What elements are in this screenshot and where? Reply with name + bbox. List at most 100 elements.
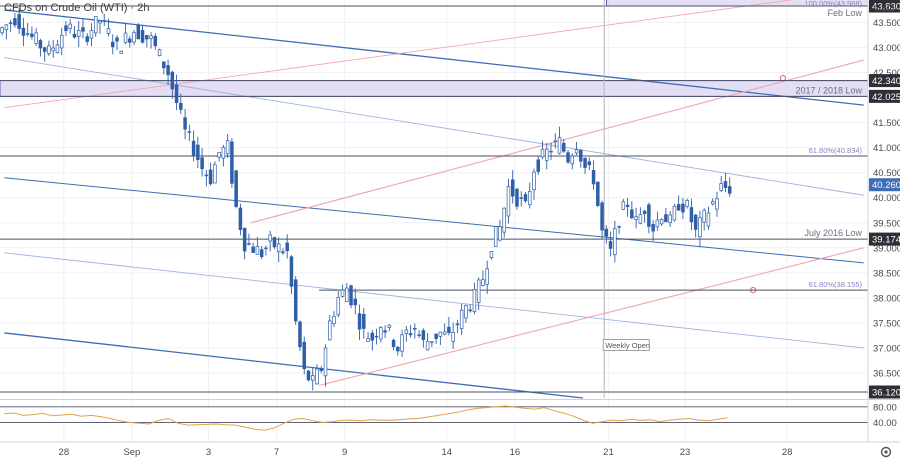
- candle-82-0: [698, 210, 702, 248]
- candle-59-1: [506, 178, 511, 224]
- candle-60-0: [510, 170, 515, 204]
- weekly-open-box: [602, 339, 650, 351]
- candle-5-1: [47, 40, 51, 56]
- candle-19-1: [166, 59, 170, 85]
- time-axis: 28 Sep 3 7 9 14 16 21 23 28: [59, 447, 793, 458]
- candle-body: [221, 147, 226, 159]
- candle-54-1: [464, 304, 468, 324]
- candle-26-1: [225, 133, 230, 158]
- candle-body: [557, 137, 562, 154]
- candle-body: [179, 103, 183, 110]
- candle-body: [727, 186, 732, 194]
- candle-body: [481, 279, 485, 286]
- candle-body: [362, 313, 366, 329]
- candle-10-0: [85, 33, 89, 46]
- candle-79-0: [672, 203, 677, 222]
- candle-body: [608, 241, 613, 249]
- candle-85-0: [723, 172, 728, 193]
- candle-body: [272, 237, 277, 248]
- candle-47-1: [404, 325, 409, 342]
- candle-42-0: [357, 304, 362, 341]
- candle-50-0: [425, 332, 430, 351]
- candle-52-1: [447, 317, 451, 336]
- candle-20-1: [174, 74, 179, 111]
- candle-body: [438, 331, 443, 337]
- candle-34-1: [293, 276, 298, 325]
- candle-65-0: [553, 133, 558, 149]
- candle-67-1: [574, 142, 579, 155]
- gear-icon[interactable]: [880, 446, 892, 458]
- candle-71-1: [608, 231, 613, 257]
- candle-47-0: [400, 329, 404, 357]
- candle-body: [383, 330, 387, 333]
- candle-body: [434, 333, 438, 339]
- candle-22-0: [187, 124, 192, 142]
- candle-57-0: [485, 260, 489, 294]
- candle-55-1: [472, 282, 477, 315]
- candle-67-0: [570, 152, 575, 170]
- y-tick-8: 39.000: [873, 243, 900, 254]
- weekly-open-label: Weekly Open: [605, 341, 650, 350]
- candle-68-0: [579, 149, 583, 168]
- candle-body: [719, 183, 723, 191]
- candle-80-0: [681, 197, 685, 220]
- candle-8-0: [68, 19, 72, 34]
- candle-56-1: [481, 270, 485, 287]
- candle-40-0: [340, 284, 345, 298]
- candle-body: [400, 334, 404, 352]
- candle-body: [98, 20, 102, 24]
- candle-37-0: [315, 364, 319, 385]
- candle-23-0: [196, 136, 200, 169]
- price-tag-2: 42.025: [872, 92, 900, 103]
- candle-body: [596, 181, 600, 206]
- candle-body: [349, 285, 353, 306]
- fib-labels: 100.00%(43.988) 61.80%(40.834) 61.80%(38.1…: [804, 0, 862, 289]
- y-tick-11: 37.500: [873, 318, 900, 329]
- price-tags: 43.830 42.340 42.025 39.174 36.120 40.260: [869, 0, 900, 399]
- candle-38-0: [323, 344, 328, 387]
- candle-body: [553, 140, 558, 143]
- candle-9-1: [81, 19, 85, 39]
- candle-18-0: [153, 33, 158, 50]
- x-tick-6: 16: [510, 447, 521, 458]
- candle-body: [268, 234, 272, 242]
- candle-83-1: [710, 198, 715, 206]
- candle-body: [689, 207, 694, 223]
- candle-body: [106, 28, 111, 34]
- x-tick-2: 3: [206, 447, 211, 458]
- price-tag-bg-4: [869, 385, 900, 399]
- x-tick-4: 9: [342, 447, 347, 458]
- y-tick-3: 41.500: [873, 118, 900, 129]
- candle-body: [55, 44, 60, 54]
- fib-label-0: 100.00%(43.988): [804, 0, 862, 8]
- candle-body: [59, 34, 64, 49]
- candle-37-1: [319, 365, 323, 374]
- candle-51-1: [438, 331, 443, 346]
- candle-body: [476, 279, 481, 303]
- candle-body: [600, 202, 604, 231]
- candle-38-1: [328, 314, 332, 341]
- price-tag-4: 36.120: [872, 387, 900, 398]
- candle-69-0: [587, 157, 592, 171]
- price-tag-3: 39.174: [872, 235, 900, 246]
- rsi-tick-80: 80.00: [873, 402, 897, 413]
- candle-66-1: [566, 149, 570, 164]
- candle-body: [225, 140, 230, 154]
- candle-71-0: [604, 225, 609, 244]
- candle-body: [706, 212, 711, 227]
- candle-61-1: [523, 192, 528, 203]
- candle-body: [404, 329, 409, 334]
- pink-upper: [4, 0, 794, 109]
- candle-30-0: [255, 236, 260, 255]
- candle-body: [76, 30, 81, 37]
- candle-25-0: [213, 161, 217, 184]
- candle-48-1: [413, 323, 417, 339]
- y-tick-4: 41.000: [873, 143, 900, 154]
- channel-upper: [4, 9, 864, 106]
- candle-body: [527, 190, 532, 206]
- candle-body: [281, 251, 285, 254]
- candle-body: [693, 214, 698, 230]
- fib-label-1: 61.80%(40.834): [809, 146, 863, 155]
- candle-body: [630, 209, 634, 219]
- candle-body: [196, 144, 200, 160]
